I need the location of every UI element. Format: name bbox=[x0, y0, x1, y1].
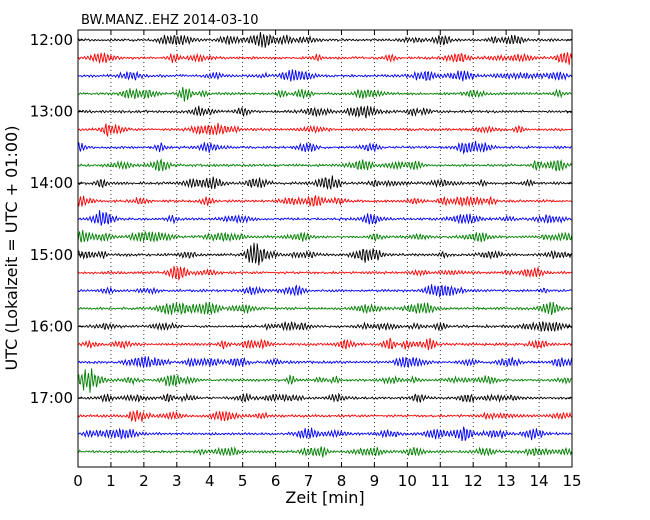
seismic-trace bbox=[77, 52, 573, 65]
x-tick-label: 3 bbox=[172, 472, 182, 490]
seismic-trace bbox=[77, 356, 573, 369]
x-tick-label: 2 bbox=[139, 472, 149, 490]
x-tick-label: 15 bbox=[562, 472, 581, 490]
seismic-trace bbox=[77, 140, 572, 155]
seismic-trace bbox=[77, 368, 572, 393]
plot-frame bbox=[77, 29, 573, 468]
x-tick-label: 9 bbox=[370, 472, 380, 490]
seismic-trace bbox=[77, 195, 572, 208]
y-tick-label: 13:00 bbox=[30, 103, 73, 121]
seismic-trace bbox=[77, 446, 573, 458]
seismic-trace bbox=[77, 87, 572, 102]
grid-lines bbox=[110, 30, 540, 467]
x-tick-label: 4 bbox=[205, 472, 215, 490]
seismic-trace bbox=[77, 284, 572, 298]
y-axis-label: UTC (Lokalzeit = UTC + 01:00) bbox=[2, 126, 21, 371]
y-tick-label: 16:00 bbox=[30, 317, 73, 335]
seismic-trace bbox=[77, 105, 572, 119]
x-axis: 0 1 2 3 4 5 6 7 8 9 10 11 12 13 14 15 bbox=[73, 30, 582, 490]
x-tick-label: 10 bbox=[398, 472, 417, 490]
seismic-trace bbox=[77, 175, 572, 190]
seismic-trace bbox=[77, 392, 572, 404]
y-tick-label: 14:00 bbox=[30, 174, 73, 192]
x-tick-label: 8 bbox=[337, 472, 347, 490]
x-tick-label: 7 bbox=[304, 472, 314, 490]
seismic-trace bbox=[77, 337, 573, 351]
seismic-traces bbox=[77, 31, 573, 458]
chart-title: BW.MANZ..EHZ 2014-03-10 bbox=[81, 13, 259, 28]
seismic-trace bbox=[77, 210, 572, 226]
y-tick-label: 15:00 bbox=[30, 246, 73, 264]
x-tick-label: 14 bbox=[530, 472, 549, 490]
seismic-trace bbox=[77, 426, 572, 442]
x-tick-label: 1 bbox=[106, 472, 116, 490]
y-tick-label: 17:00 bbox=[30, 389, 73, 407]
x-tick-label: 6 bbox=[271, 472, 281, 490]
y-axis: 12:00 13:00 14:00 15:00 16:00 17:00 bbox=[30, 31, 572, 407]
seismic-trace bbox=[77, 230, 573, 243]
seismic-trace bbox=[77, 410, 573, 423]
x-tick-label: 11 bbox=[431, 472, 450, 490]
y-tick-label: 12:00 bbox=[30, 31, 73, 49]
x-tick-label: 0 bbox=[73, 472, 83, 490]
seismic-trace bbox=[77, 265, 572, 282]
seismic-trace bbox=[77, 242, 572, 266]
seismic-trace bbox=[77, 321, 572, 332]
seismic-trace bbox=[77, 301, 573, 316]
x-tick-label: 13 bbox=[497, 472, 516, 490]
seismic-trace bbox=[77, 31, 572, 48]
seismic-trace bbox=[77, 158, 572, 172]
x-tick-label: 5 bbox=[238, 472, 248, 490]
seismic-trace bbox=[77, 69, 573, 82]
x-axis-label: Zeit [min] bbox=[285, 488, 364, 507]
x-tick-label: 12 bbox=[464, 472, 483, 490]
seismic-trace bbox=[77, 122, 572, 137]
